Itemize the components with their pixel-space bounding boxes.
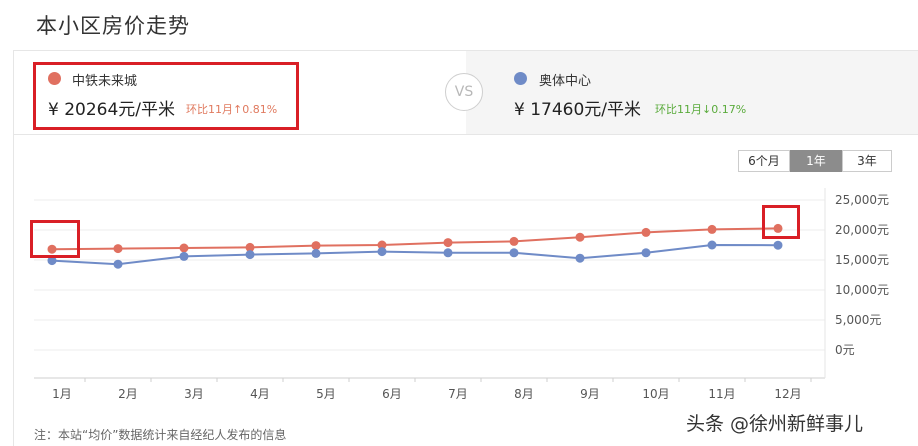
data-point-1 xyxy=(179,251,189,261)
data-point-0 xyxy=(773,223,783,233)
x-tick-label: 10月 xyxy=(642,387,669,401)
compare-left-name: 中铁未来城 xyxy=(72,74,138,89)
y-tick-label: 25,000元 xyxy=(835,193,889,207)
vs-badge: VS xyxy=(445,73,483,111)
data-point-1 xyxy=(113,259,123,269)
highlight-box-dec-point xyxy=(762,205,800,239)
compare-right-name: 奥体中心 xyxy=(539,74,592,89)
x-tick-label: 2月 xyxy=(118,387,138,401)
compare-right-price: ¥ 17460元/平米 xyxy=(514,100,642,120)
data-point-1 xyxy=(47,256,57,266)
y-tick-label: 0元 xyxy=(835,343,855,357)
data-point-0 xyxy=(113,244,123,254)
x-tick-label: 12月 xyxy=(774,387,801,401)
compare-right[interactable]: 奥体中心 ¥ 17460元/平米 环比11月↓0.17% xyxy=(466,51,918,135)
x-tick-label: 1月 xyxy=(52,387,72,401)
data-point-0 xyxy=(311,241,321,251)
x-tick-label: 11月 xyxy=(708,387,735,401)
compare-left-price: ¥ 20264元/平米 xyxy=(48,100,176,120)
period-3-years[interactable]: 3年 xyxy=(842,150,892,172)
data-point-0 xyxy=(377,240,387,250)
x-tick-label: 5月 xyxy=(316,387,336,401)
data-point-0 xyxy=(509,236,519,246)
watermark: 头条 @徐州新鲜事儿 xyxy=(686,413,864,435)
compare-bar: 中铁未来城 ¥ 20264元/平米 环比11月↑0.81% 奥体中心 ¥ 174… xyxy=(14,51,918,135)
data-point-1 xyxy=(509,248,519,258)
x-tick-label: 7月 xyxy=(448,387,468,401)
highlight-box-jan-point xyxy=(30,220,80,258)
data-point-0 xyxy=(575,232,585,242)
compare-left-change: 环比11月↑0.81% xyxy=(186,103,278,116)
data-point-0 xyxy=(179,243,189,253)
data-point-1 xyxy=(575,253,585,263)
y-tick-label: 20,000元 xyxy=(835,223,889,237)
data-point-1 xyxy=(311,248,321,258)
data-point-1 xyxy=(245,250,255,260)
series-dot-right xyxy=(514,72,527,85)
data-point-0 xyxy=(443,238,453,248)
highlight-box-left-card xyxy=(33,62,299,130)
data-point-0 xyxy=(641,227,651,237)
x-tick-label: 9月 xyxy=(580,387,600,401)
data-point-1 xyxy=(707,240,717,250)
x-tick-label: 6月 xyxy=(382,387,402,401)
x-tick-label: 4月 xyxy=(250,387,270,401)
data-point-0 xyxy=(707,224,717,234)
trend-panel xyxy=(13,50,918,446)
period-1-year[interactable]: 1年 xyxy=(790,150,842,172)
period-6-months[interactable]: 6个月 xyxy=(738,150,790,172)
data-point-1 xyxy=(377,247,387,257)
y-tick-label: 5,000元 xyxy=(835,313,881,327)
data-point-0 xyxy=(47,244,57,254)
y-tick-label: 10,000元 xyxy=(835,283,889,297)
data-point-1 xyxy=(641,248,651,258)
compare-right-change: 环比11月↓0.17% xyxy=(655,103,747,116)
series-line-1 xyxy=(51,243,779,266)
compare-left[interactable]: 中铁未来城 ¥ 20264元/平米 环比11月↑0.81% xyxy=(14,51,466,135)
series-line-0 xyxy=(51,227,779,251)
data-point-1 xyxy=(443,248,453,258)
x-tick-label: 3月 xyxy=(184,387,204,401)
page-title: 本小区房价走势 xyxy=(36,14,190,38)
x-tick-label: 8月 xyxy=(514,387,534,401)
data-point-0 xyxy=(245,242,255,252)
series-dot-left xyxy=(48,72,61,85)
data-point-1 xyxy=(773,240,783,250)
y-tick-label: 15,000元 xyxy=(835,253,889,267)
footer-note: 注：本站“均价”数据统计来自经纪人发布的信息 xyxy=(34,428,287,442)
